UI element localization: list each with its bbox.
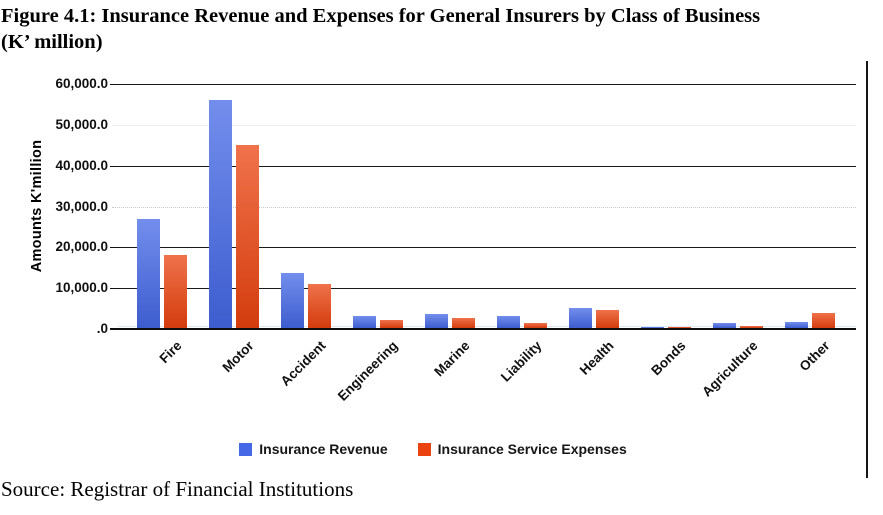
- bar-engineering-insurance-service-expenses: [380, 319, 403, 328]
- bar-health-insurance-service-expenses: [596, 310, 619, 328]
- bar-fire-insurance-service-expenses: [164, 255, 187, 328]
- axis-tint-line: [118, 326, 856, 327]
- figure-title-line1: Figure 4.1: Insurance Revenue and Expens…: [1, 5, 761, 27]
- x-axis-label-agriculture: Agriculture: [699, 338, 761, 400]
- bar-accident-insurance-revenue: [281, 272, 304, 328]
- gridline-40000: [112, 165, 856, 167]
- y-tick-mark-0: [110, 329, 118, 330]
- legend-swatch-insurance-revenue: [239, 442, 253, 456]
- y-tick-mark-60000: [110, 84, 118, 85]
- figure-title: Figure 4.1: Insurance Revenue and Expens…: [1, 3, 760, 55]
- figure-title-line2: (K’ million): [1, 31, 103, 53]
- chart-right-border: [866, 61, 868, 478]
- bar-marine-insurance-service-expenses: [452, 317, 475, 328]
- y-tick-label-20000: 20,000.0: [55, 239, 108, 255]
- gridline-50000: [112, 124, 856, 126]
- bar-engineering-insurance-revenue: [353, 316, 376, 328]
- y-tick-label-30000: 30,000.0: [55, 198, 108, 214]
- bar-health-insurance-revenue: [569, 308, 592, 328]
- x-axis-label-motor: Motor: [219, 338, 257, 376]
- y-tick-mark-20000: [110, 247, 118, 249]
- bar-agriculture-insurance-service-expenses: [740, 326, 763, 328]
- legend-item-insurance-revenue: Insurance Revenue: [239, 441, 388, 457]
- x-axis-label-liability: Liability: [497, 338, 545, 385]
- y-tick-label-10000: 10,000.0: [55, 280, 108, 296]
- x-axis-label-fire: Fire: [156, 338, 185, 367]
- y-tick-label-40000: 40,000.0: [55, 157, 108, 173]
- gridline-30000: [112, 206, 856, 208]
- bar-marine-insurance-revenue: [425, 313, 448, 328]
- bar-accident-insurance-service-expenses: [308, 283, 331, 328]
- source-text: Source: Registrar of Financial Instituti…: [1, 477, 354, 501]
- bar-bonds-insurance-service-expenses: [668, 326, 691, 328]
- x-axis-label-bonds: Bonds: [648, 338, 689, 379]
- bar-agriculture-insurance-revenue: [713, 323, 736, 328]
- x-axis-label-accident: Accident: [277, 338, 329, 389]
- x-axis-label-other: Other: [796, 338, 833, 375]
- bar-liability-insurance-revenue: [497, 315, 520, 328]
- gridline-60000: [112, 84, 856, 85]
- bar-other-insurance-service-expenses: [812, 312, 835, 328]
- bar-bonds-insurance-revenue: [641, 327, 664, 328]
- bar-fire-insurance-revenue: [137, 218, 160, 328]
- y-tick-label-0: .0: [96, 321, 108, 336]
- y-tick-mark-10000: [110, 288, 118, 290]
- bar-other-insurance-revenue: [785, 321, 808, 328]
- y-tick-label-60000: 60,000.0: [55, 76, 108, 91]
- legend-item-insurance-service-expenses: Insurance Service Expenses: [417, 441, 627, 457]
- y-tick-mark-40000: [110, 165, 118, 167]
- legend-swatch-insurance-service-expenses: [417, 442, 431, 456]
- chart-legend: Insurance Revenue Insurance Service Expen…: [0, 441, 866, 457]
- bar-motor-insurance-service-expenses: [236, 144, 259, 328]
- x-axis-label-engineering: Engineering: [334, 338, 401, 404]
- y-tick-label-50000: 50,000.0: [55, 116, 108, 132]
- bar-motor-insurance-revenue: [209, 99, 232, 328]
- x-axis-line: [110, 328, 856, 330]
- legend-label-insurance-service-expenses: Insurance Service Expenses: [437, 441, 627, 457]
- plot-area: 60,000.0 50,000.0 40,000.0 30,000.0 20,000.0…: [55, 76, 856, 404]
- x-axis-label-health: Health: [576, 338, 617, 378]
- legend-label-insurance-revenue: Insurance Revenue: [259, 441, 388, 457]
- x-axis-label-marine: Marine: [431, 338, 473, 380]
- bar-liability-insurance-service-expenses: [524, 323, 547, 328]
- gridline-10000: [112, 288, 856, 290]
- gridline-20000: [112, 247, 856, 249]
